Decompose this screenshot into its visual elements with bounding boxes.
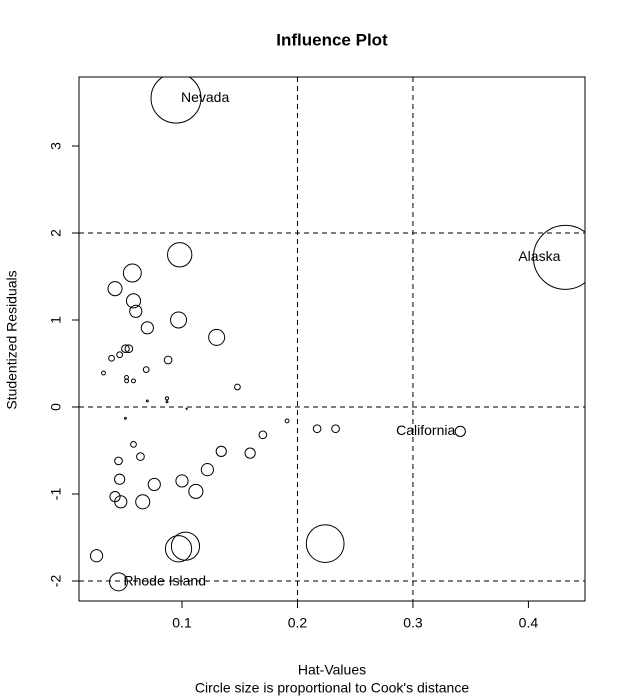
point: [258, 430, 268, 440]
point: [188, 483, 204, 499]
point: [165, 400, 169, 404]
point: [200, 463, 214, 477]
point: [145, 399, 149, 403]
point: [121, 344, 130, 354]
point: [123, 416, 127, 420]
y-tick-label: -1: [48, 488, 64, 501]
point: [136, 452, 145, 461]
point: [234, 383, 241, 391]
point: [142, 366, 150, 373]
point: [89, 549, 104, 563]
point: [164, 535, 193, 563]
y-tick-label: 2: [48, 229, 64, 237]
plot-frame: [78, 76, 586, 602]
x-axis-label: Hat-Values: [298, 662, 366, 678]
subtitle: Circle size is proportional to Cook's di…: [195, 680, 469, 696]
point: [109, 572, 128, 592]
x-tick-label: 0.1: [172, 615, 192, 631]
point: [116, 351, 124, 359]
plot-area: [79, 77, 585, 601]
point: [129, 304, 143, 318]
point: [114, 456, 123, 466]
point: [167, 242, 193, 268]
point: [135, 494, 151, 510]
y-tick-label: -2: [48, 575, 64, 588]
y-tick-label: 0: [48, 403, 64, 411]
point: [124, 344, 134, 354]
point: [163, 355, 173, 365]
point: [150, 77, 202, 124]
x-tick-label: 0.4: [519, 615, 539, 631]
point: [125, 293, 142, 309]
point: [147, 477, 161, 492]
chart-title: Influence Plot: [276, 30, 388, 49]
point: [170, 311, 188, 329]
point: [284, 418, 290, 424]
point: [140, 321, 154, 335]
point: [175, 474, 189, 488]
point: [108, 354, 115, 362]
y-tick-label: 1: [48, 316, 64, 324]
point-label: Rhode Island: [123, 573, 206, 589]
point-label: Alaska: [518, 248, 560, 264]
point: [532, 224, 585, 290]
point: [454, 425, 466, 437]
point: [244, 447, 256, 459]
point: [130, 441, 137, 448]
point: [208, 328, 226, 346]
point: [215, 445, 227, 457]
point: [124, 378, 129, 384]
point: [114, 473, 126, 485]
point-label: California: [396, 422, 455, 438]
point: [312, 424, 322, 434]
point: [305, 524, 345, 563]
y-tick-label: 3: [48, 142, 64, 150]
point: [122, 263, 142, 283]
y-axis-label: Studentized Residuals: [4, 270, 20, 409]
point-label: Nevada: [181, 89, 229, 105]
x-tick-label: 0.2: [288, 615, 308, 631]
point: [331, 424, 340, 434]
x-tick-label: 0.3: [403, 615, 423, 631]
point: [107, 281, 123, 297]
point: [185, 407, 188, 410]
point: [101, 370, 106, 376]
point: [131, 378, 136, 384]
point: [164, 396, 170, 401]
point: [114, 495, 128, 509]
